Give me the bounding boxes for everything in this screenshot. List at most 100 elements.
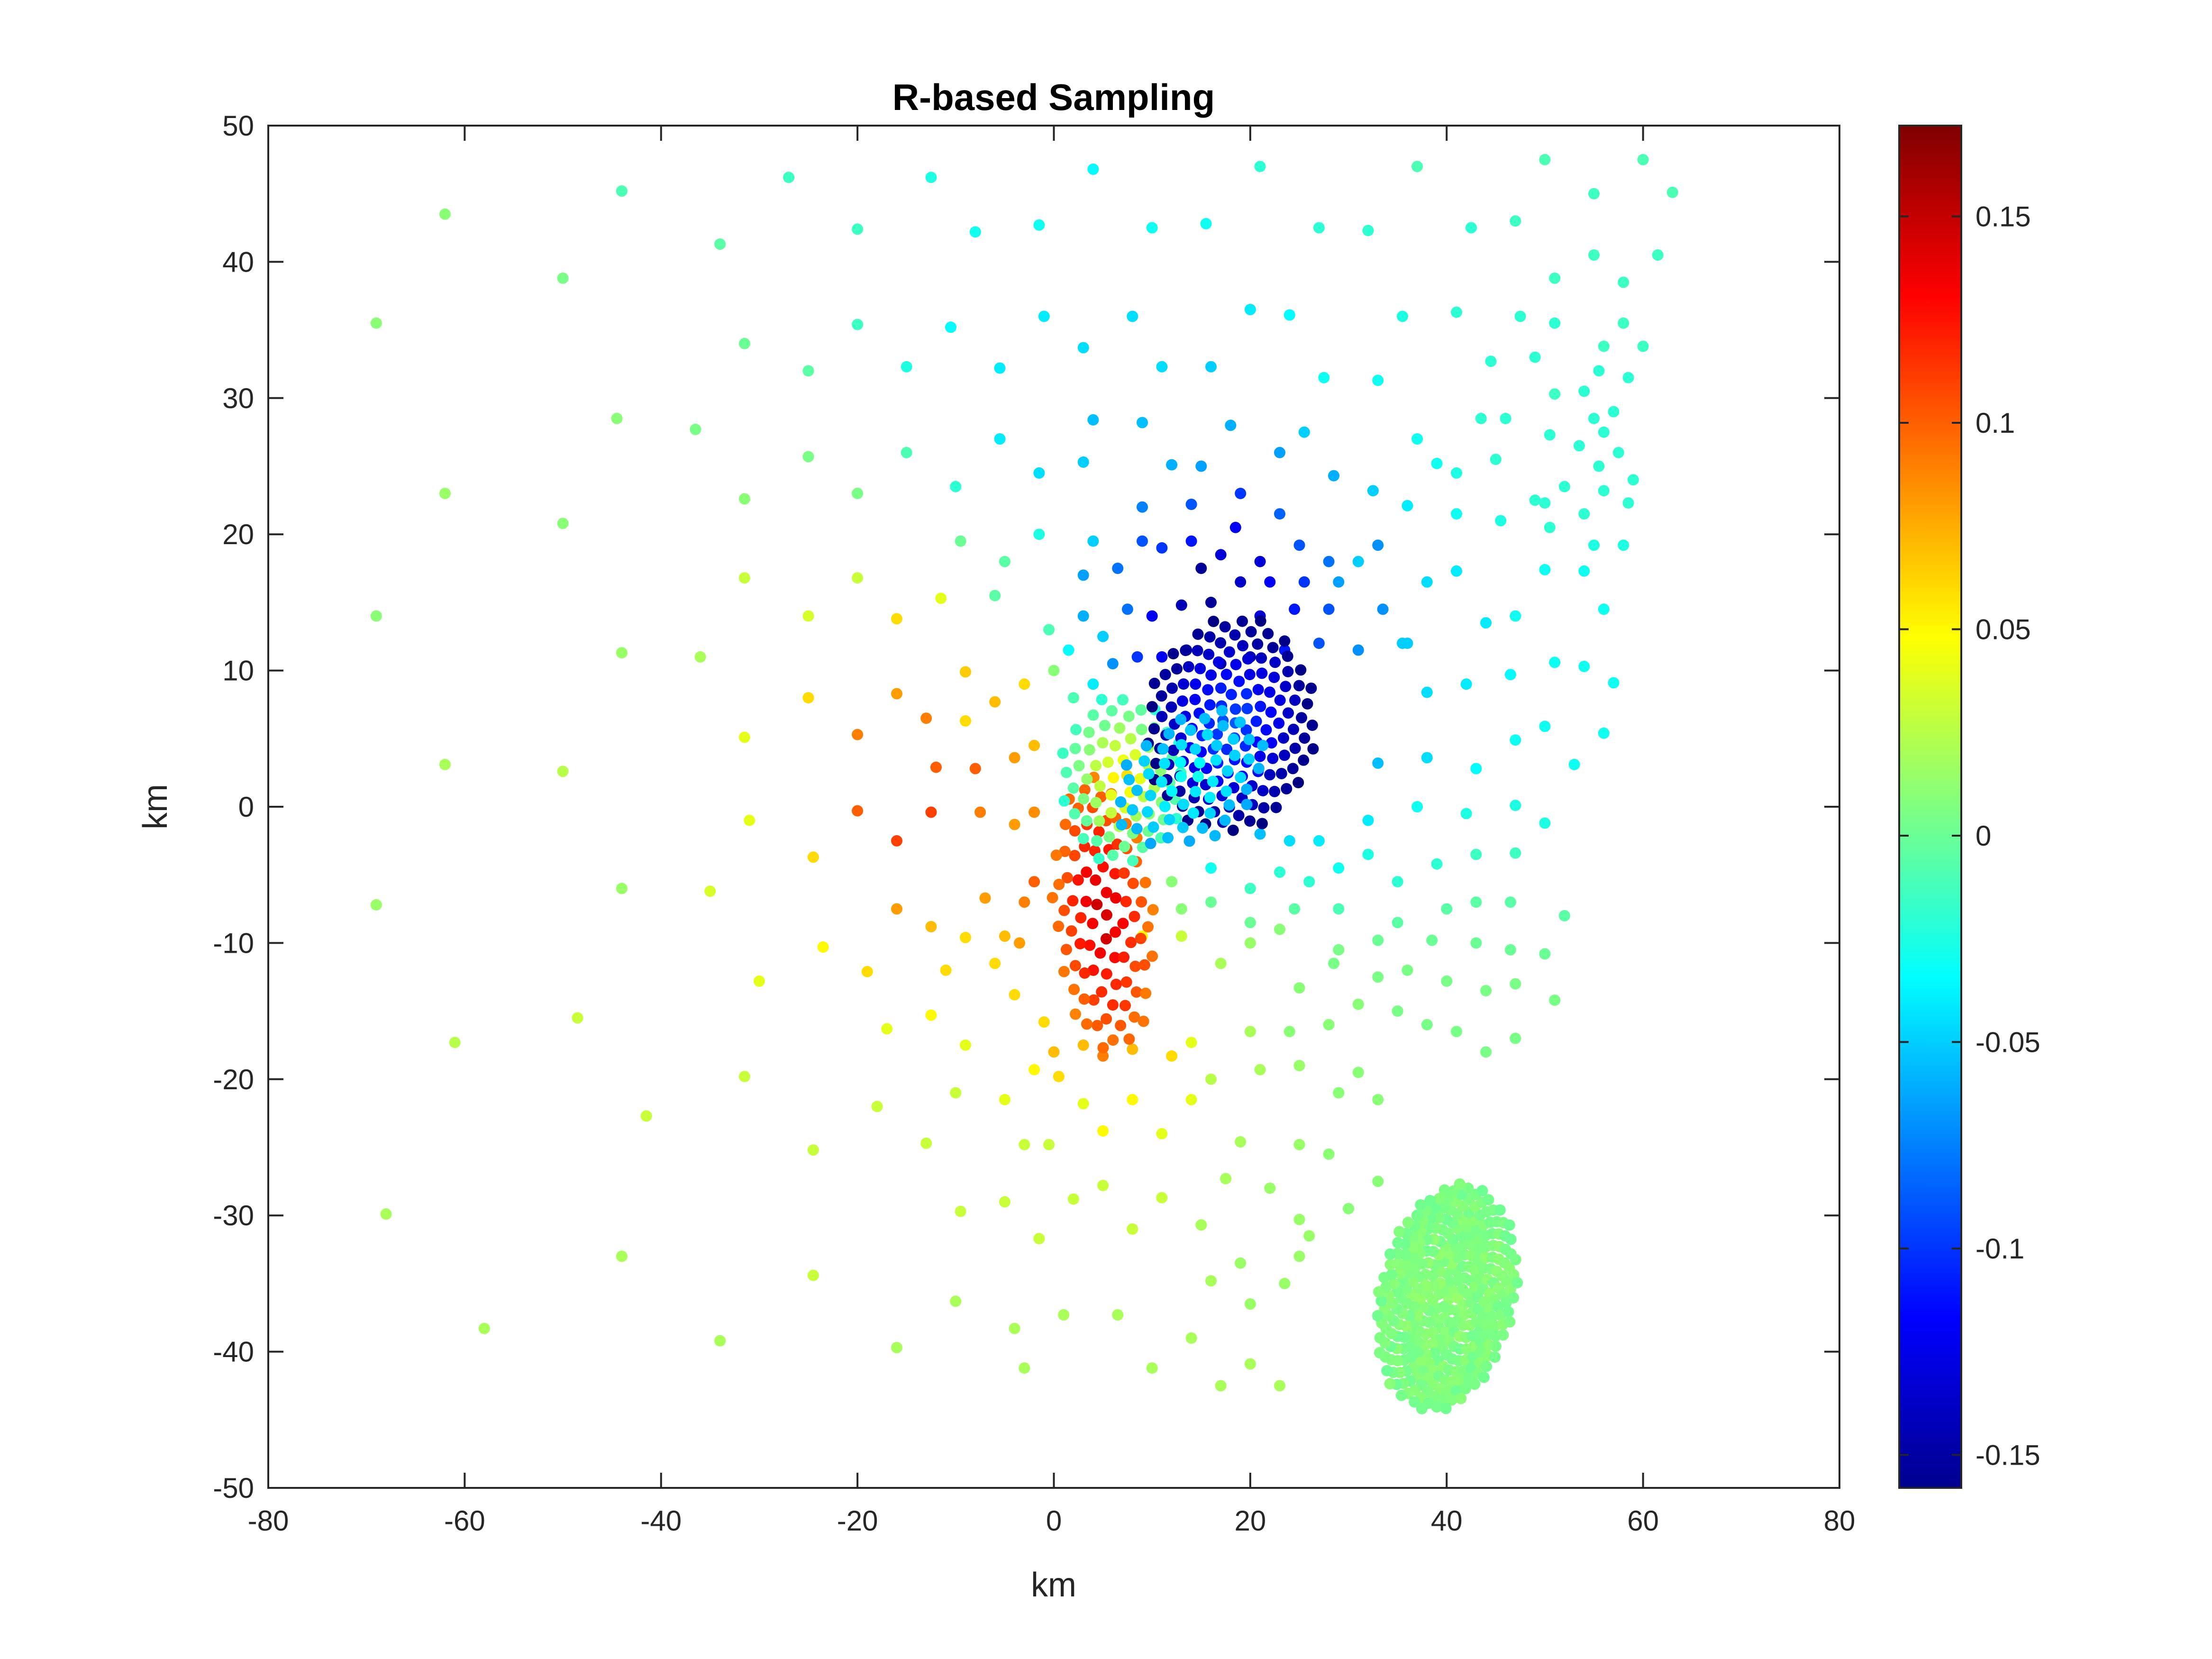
scatter-point	[1221, 743, 1233, 755]
scatter-point	[1367, 485, 1379, 497]
scatter-point	[1293, 1213, 1305, 1225]
scatter-point	[1549, 388, 1561, 400]
scatter-point	[1190, 743, 1201, 755]
scatter-point	[1252, 638, 1264, 650]
scatter-point	[1313, 835, 1325, 847]
scatter-point	[1123, 774, 1135, 785]
scatter-point	[1598, 340, 1610, 352]
scatter-point	[1213, 656, 1224, 668]
scatter-point	[1514, 310, 1526, 322]
scatter-point	[1598, 426, 1610, 438]
scatter-point	[1497, 1329, 1509, 1341]
scatter-point	[1205, 596, 1217, 608]
scatter-point	[1241, 688, 1253, 700]
chart-title: R-based Sampling	[892, 76, 1215, 118]
scatter-point	[1229, 521, 1241, 533]
scatter-point	[1087, 535, 1099, 547]
scatter-point	[1135, 704, 1147, 716]
scatter-point	[1397, 1276, 1409, 1287]
scatter-point	[1156, 776, 1167, 788]
scatter-point	[1081, 1018, 1092, 1030]
scatter-point	[1195, 563, 1207, 574]
scatter-point	[1281, 783, 1293, 794]
scatter-point	[1265, 737, 1277, 749]
colorbar-tick-label: 0.1	[1975, 407, 2015, 439]
scatter-point	[572, 1012, 583, 1024]
scatter-point	[1274, 923, 1285, 935]
scatter-point	[1083, 744, 1095, 756]
scatter-point	[1289, 742, 1301, 754]
scatter-point	[753, 975, 765, 987]
scatter-point	[1097, 1180, 1109, 1191]
scatter-point	[1431, 1401, 1443, 1413]
y-tick-label: -40	[213, 1336, 254, 1368]
scatter-point	[738, 337, 750, 349]
scatter-point	[925, 806, 937, 818]
scatter-point	[974, 806, 986, 818]
scatter-point	[1175, 599, 1187, 611]
scatter-point	[802, 610, 814, 622]
scatter-point	[1118, 951, 1130, 963]
scatter-point	[1229, 749, 1241, 761]
scatter-point	[1284, 835, 1295, 847]
scatter-point	[969, 763, 981, 775]
scatter-point	[1279, 1277, 1291, 1289]
scatter-point	[891, 1342, 902, 1353]
scatter-point	[1451, 306, 1462, 318]
scatter-point	[1578, 565, 1590, 577]
points-layer	[370, 154, 1678, 1414]
scatter-point	[1352, 556, 1364, 567]
scatter-point	[1411, 801, 1423, 812]
scatter-point	[1298, 426, 1310, 438]
scatter-point	[1504, 944, 1516, 956]
scatter-point	[1409, 1396, 1420, 1408]
scatter-point	[1129, 911, 1140, 922]
scatter-point	[1078, 793, 1090, 805]
scatter-point	[1142, 921, 1154, 933]
scatter-point	[1058, 795, 1070, 807]
scatter-point	[1460, 808, 1472, 820]
scatter-point	[807, 1144, 819, 1156]
scatter-point	[1598, 727, 1610, 739]
scatter-point	[1395, 1389, 1407, 1401]
scatter-point	[1211, 739, 1223, 751]
scatter-point	[1185, 1094, 1197, 1105]
scatter-point	[1103, 831, 1115, 843]
scatter-point	[1087, 164, 1099, 175]
scatter-point	[1164, 814, 1175, 826]
scatter-point	[1115, 1020, 1127, 1031]
scatter-point	[852, 223, 864, 235]
scatter-point	[1127, 310, 1138, 322]
scatter-point	[817, 941, 829, 953]
scatter-point	[1257, 739, 1269, 751]
scatter-point	[1588, 249, 1600, 261]
scatter-point	[1274, 447, 1285, 458]
scatter-point	[1323, 1019, 1335, 1030]
scatter-point	[1138, 755, 1150, 767]
scatter-point	[1134, 773, 1146, 784]
scatter-point	[1274, 508, 1285, 520]
scatter-point	[1558, 910, 1570, 921]
scatter-point	[1094, 947, 1106, 959]
scatter-point	[1120, 896, 1132, 907]
scatter-point	[1090, 874, 1101, 886]
scatter-point	[1593, 460, 1605, 472]
scatter-point	[1574, 440, 1585, 452]
scatter-point	[1109, 740, 1121, 752]
scatter-point	[1481, 1360, 1493, 1372]
scatter-point	[1469, 1378, 1481, 1390]
scatter-point	[1145, 790, 1156, 802]
scatter-point	[738, 1071, 750, 1083]
scatter-point	[1287, 763, 1299, 775]
scatter-point	[1529, 351, 1541, 363]
scatter-point	[1125, 937, 1137, 948]
scatter-point	[1328, 470, 1339, 482]
scatter-point	[1428, 1280, 1439, 1292]
scatter-point	[1352, 998, 1364, 1010]
scatter-point	[1508, 1292, 1519, 1304]
scatter-point	[1077, 1039, 1089, 1051]
scatter-point	[1091, 899, 1103, 911]
scatter-point	[1362, 225, 1374, 237]
scatter-point	[1090, 760, 1101, 772]
scatter-point	[1260, 724, 1272, 736]
